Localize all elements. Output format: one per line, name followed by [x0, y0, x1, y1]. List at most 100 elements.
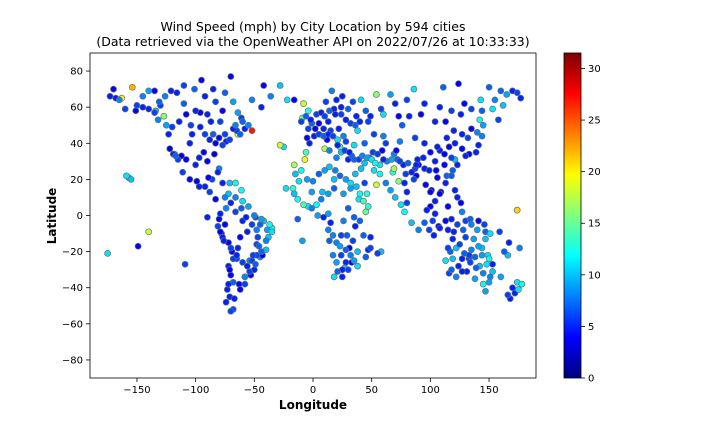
- scatter-point: [295, 177, 303, 185]
- scatter-point: [321, 112, 329, 120]
- scatter-point: [186, 176, 194, 183]
- scatter-point: [182, 156, 190, 163]
- scatter-point: [327, 219, 334, 227]
- scatter-point: [499, 102, 507, 109]
- scatter-point: [450, 228, 458, 236]
- scatter-point: [495, 116, 502, 124]
- scatter-point: [343, 232, 351, 239]
- scatter-point: [248, 221, 256, 228]
- scatter-point: [364, 203, 372, 210]
- scatter-point: [354, 262, 361, 270]
- scatter-point: [414, 156, 421, 163]
- scatter-point: [444, 244, 452, 252]
- scatter-point: [370, 130, 378, 138]
- scatter-point: [232, 194, 239, 201]
- scatter-point: [151, 87, 158, 95]
- scatter-point: [326, 107, 333, 115]
- scatter-point: [422, 181, 430, 189]
- scatter-point: [464, 134, 472, 142]
- scatter-point: [476, 116, 484, 124]
- scatter-point: [436, 224, 444, 232]
- scatter-point: [219, 107, 226, 115]
- scatter-point: [451, 139, 459, 147]
- scatter-point: [448, 107, 455, 115]
- scatter-point: [475, 217, 482, 225]
- scatter-point: [468, 125, 475, 133]
- scatter-point: [209, 85, 217, 93]
- scatter-point: [401, 208, 408, 216]
- scatter-point: [361, 179, 368, 187]
- scatter-point: [256, 221, 264, 228]
- colorbar-tick-label: 5: [588, 322, 594, 333]
- scatter-point: [466, 215, 474, 223]
- scatter-point: [151, 109, 158, 116]
- scatter-point: [337, 103, 345, 111]
- colorbar-tick-label: 10: [588, 270, 601, 281]
- scatter-point: [195, 154, 203, 162]
- scatter-point: [481, 221, 488, 228]
- scatter-point: [362, 253, 370, 261]
- scatter-point: [175, 118, 183, 125]
- scatter-point: [408, 168, 415, 176]
- scatter-point: [313, 201, 320, 209]
- scatter-point: [461, 100, 468, 107]
- scatter-point: [252, 260, 259, 268]
- scatter-point: [377, 105, 385, 113]
- scatter-point: [324, 210, 332, 218]
- scatter-point: [344, 204, 352, 212]
- scatter-point: [485, 278, 493, 286]
- x-axis-label: Longitude: [279, 398, 347, 412]
- scatter-point: [258, 103, 265, 111]
- x-tick-label: 50: [365, 385, 378, 396]
- scatter-point: [276, 82, 284, 89]
- scatter-point: [231, 295, 238, 302]
- scatter-point: [374, 150, 381, 158]
- scatter-point: [449, 167, 457, 174]
- scatter-point: [123, 172, 130, 180]
- scatter-point: [241, 280, 249, 288]
- y-tick-label: −40: [62, 283, 83, 294]
- scatter-point: [475, 141, 482, 149]
- scatter-point: [496, 228, 503, 236]
- scatter-point: [106, 92, 114, 100]
- scatter-point: [115, 96, 123, 104]
- scatter-point: [516, 244, 523, 252]
- scatter-point: [214, 168, 222, 176]
- scatter-point: [347, 179, 354, 187]
- scatter-point: [448, 215, 455, 223]
- scatter-point: [173, 89, 181, 97]
- scatter-points: [104, 73, 526, 315]
- scatter-point: [311, 125, 319, 133]
- scatter-point: [335, 125, 343, 133]
- chart-title-line2: (Data retrieved via the OpenWeather API …: [96, 34, 529, 49]
- scatter-point: [412, 161, 420, 169]
- scatter-point: [221, 221, 229, 228]
- scatter-point: [297, 118, 305, 125]
- colorbar-tick-label: 15: [588, 219, 601, 230]
- scatter-point: [294, 195, 302, 203]
- scatter-point: [196, 123, 204, 131]
- scatter-point: [458, 268, 466, 275]
- scatter-point: [245, 121, 252, 129]
- scatter-point: [421, 219, 428, 227]
- scatter-point: [421, 139, 428, 147]
- scatter-point: [304, 125, 312, 133]
- scatter-point: [367, 244, 374, 252]
- scatter-point: [253, 226, 261, 234]
- scatter-point: [139, 103, 147, 111]
- scatter-point: [307, 116, 315, 124]
- scatter-point: [396, 157, 404, 165]
- scatter-point: [322, 98, 330, 106]
- scatter-point: [292, 170, 299, 178]
- scatter-point: [232, 208, 239, 216]
- scatter-point: [431, 157, 439, 165]
- scatter-point: [370, 167, 378, 174]
- scatter-point: [201, 130, 209, 138]
- scatter-point: [473, 129, 481, 136]
- scatter-point: [229, 98, 237, 106]
- scatter-point: [356, 190, 364, 198]
- scatter-point: [104, 250, 111, 257]
- scatter-point: [216, 118, 224, 125]
- scatter-point: [235, 280, 243, 288]
- scatter-point: [479, 121, 487, 129]
